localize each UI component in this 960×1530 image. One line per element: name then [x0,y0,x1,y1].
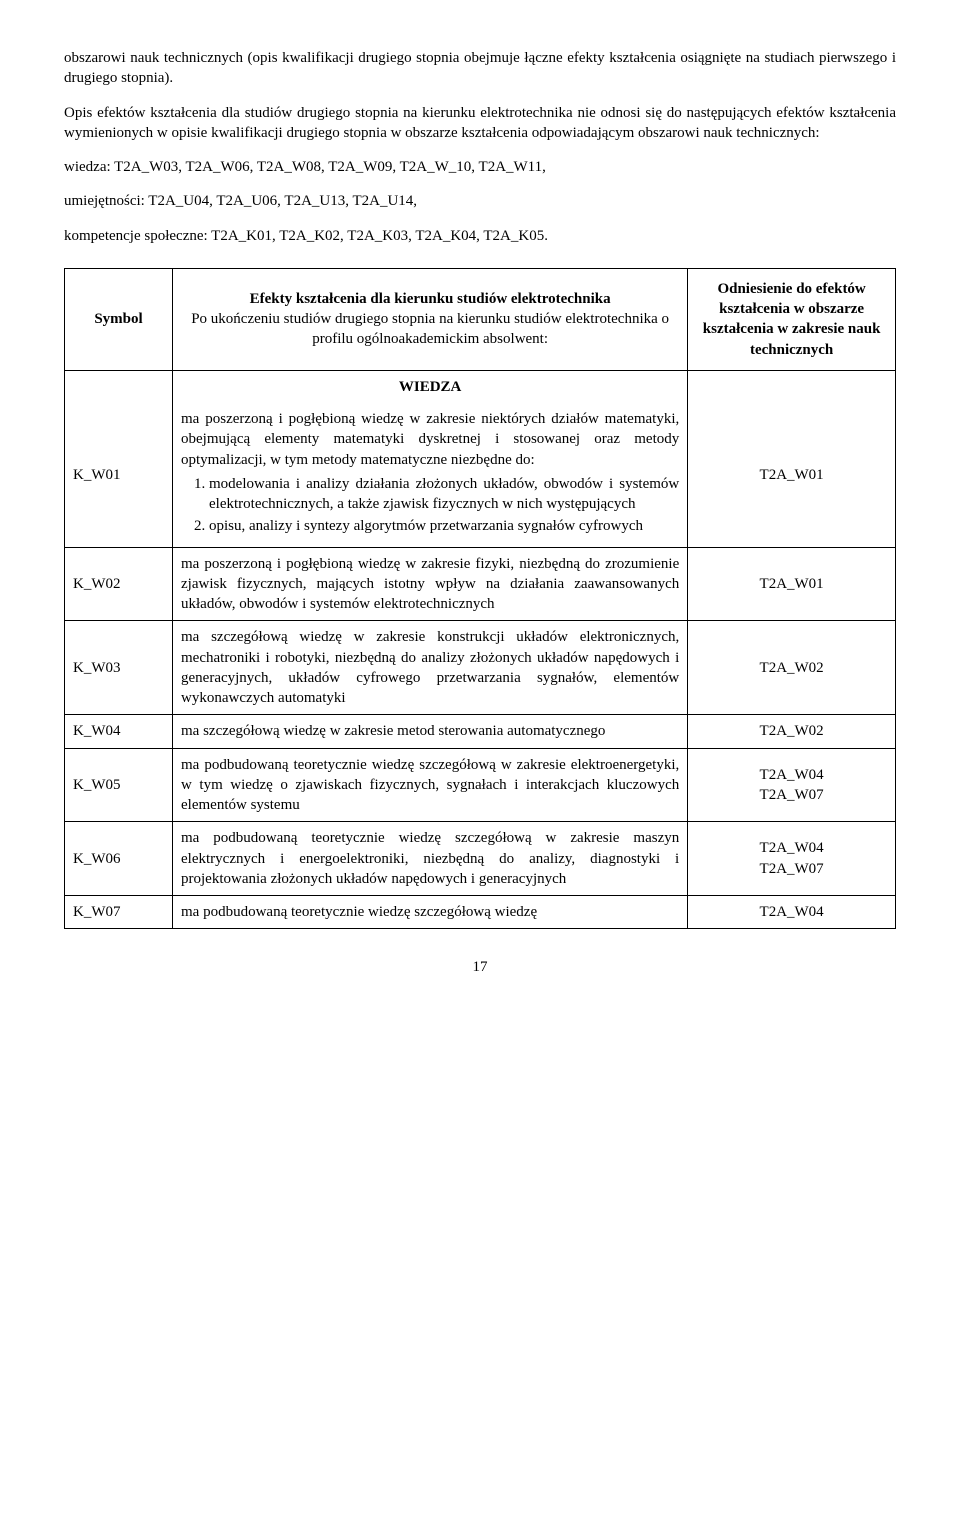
list-item: opisu, analizy i syntezy algorytmów prze… [209,516,679,536]
empty-cell [688,370,896,403]
header-effects-top: Efekty kształcenia dla kierunku studiów … [181,289,679,309]
effects-table: Symbol Efekty kształcenia dla kierunku s… [64,268,896,930]
page-number: 17 [64,957,896,977]
mapping-cell: T2A_W01 [688,403,896,547]
table-row: K_W04 ma szczegółową wiedzę w zakresie m… [65,715,896,748]
desc-cell: ma poszerzoną i pogłębioną wiedzę w zakr… [173,403,688,547]
table-row: K_W02 ma poszerzoną i pogłębioną wiedzę … [65,547,896,621]
line-umiej: umiejętności: T2A_U04, T2A_U06, T2A_U13,… [64,191,896,211]
mapping-cell: T2A_W04 T2A_W07 [688,748,896,822]
desc-cell: ma podbudowaną teoretycznie wiedzę szcze… [173,748,688,822]
symbol-cell: K_W04 [65,715,173,748]
mapping-line: T2A_W07 [696,859,887,879]
table-row: K_W03 ma szczegółową wiedzę w zakresie k… [65,621,896,715]
header-symbol: Symbol [65,268,173,370]
table-row: K_W01 ma poszerzoną i pogłębioną wiedzę … [65,403,896,547]
mapping-line: T2A_W04 [696,838,887,858]
mapping-line: T2A_W07 [696,785,887,805]
empty-cell [65,370,173,403]
mapping-cell: T2A_W04 [688,896,896,929]
desc-cell: ma podbudowaną teoretycznie wiedzę szcze… [173,822,688,896]
desc-cell: ma podbudowaną teoretycznie wiedzę szcze… [173,896,688,929]
line-komp: kompetencje społeczne: T2A_K01, T2A_K02,… [64,226,896,246]
desc-list: modelowania i analizy działania złożonyc… [209,474,679,537]
header-reference: Odniesienie do efektów kształcenia w obs… [688,268,896,370]
intro-para-2: Opis efektów kształcenia dla studiów dru… [64,103,896,144]
table-row: K_W07 ma podbudowaną teoretycznie wiedzę… [65,896,896,929]
symbol-cell: K_W06 [65,822,173,896]
symbol-cell: K_W01 [65,403,173,547]
desc-cell: ma szczegółową wiedzę w zakresie konstru… [173,621,688,715]
header-effects: Efekty kształcenia dla kierunku studiów … [173,268,688,370]
list-item: modelowania i analizy działania złożonyc… [209,474,679,515]
desc-cell: ma poszerzoną i pogłębioną wiedzę w zakr… [173,547,688,621]
symbol-cell: K_W05 [65,748,173,822]
symbol-cell: K_W03 [65,621,173,715]
intro-para-1: obszarowi nauk technicznych (opis kwalif… [64,48,896,89]
mapping-cell: T2A_W02 [688,715,896,748]
table-row: K_W05 ma podbudowaną teoretycznie wiedzę… [65,748,896,822]
section-wiedza: WIEDZA [173,370,688,403]
mapping-cell: T2A_W01 [688,547,896,621]
symbol-cell: K_W02 [65,547,173,621]
table-header-row: Symbol Efekty kształcenia dla kierunku s… [65,268,896,370]
mapping-cell: T2A_W02 [688,621,896,715]
line-wiedza: wiedza: T2A_W03, T2A_W06, T2A_W08, T2A_W… [64,157,896,177]
table-row: K_W06 ma podbudowaną teoretycznie wiedzę… [65,822,896,896]
desc-cell: ma szczegółową wiedzę w zakresie metod s… [173,715,688,748]
desc-intro: ma poszerzoną i pogłębioną wiedzę w zakr… [181,409,679,470]
header-effects-rest: Po ukończeniu studiów drugiego stopnia n… [181,309,679,350]
mapping-cell: T2A_W04 T2A_W07 [688,822,896,896]
mapping-line: T2A_W04 [696,765,887,785]
symbol-cell: K_W07 [65,896,173,929]
wiedza-row: WIEDZA [65,370,896,403]
